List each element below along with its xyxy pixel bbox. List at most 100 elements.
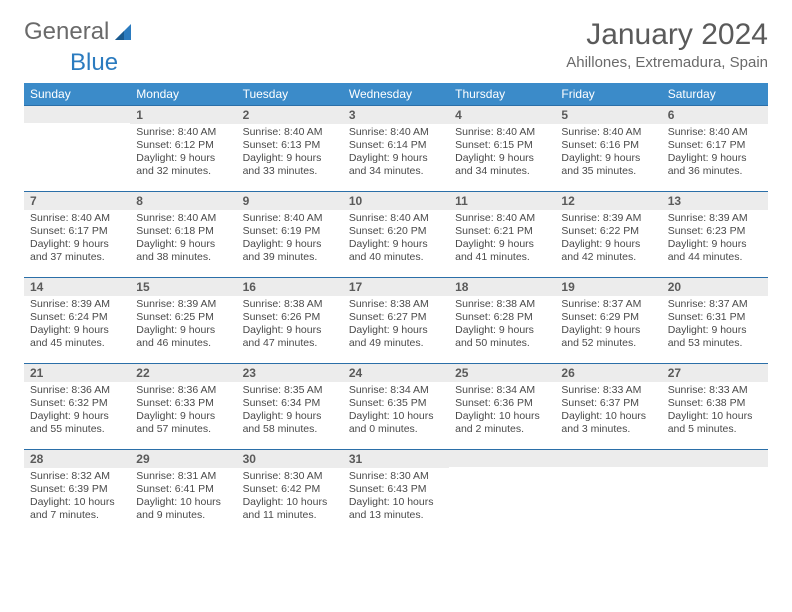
sunrise-line: Sunrise: 8:36 AM: [136, 384, 230, 397]
sunset-line: Sunset: 6:33 PM: [136, 397, 230, 410]
sunset-line: Sunset: 6:17 PM: [668, 139, 762, 152]
daylight-line: Daylight: 10 hours and 2 minutes.: [455, 410, 549, 436]
sunset-line: Sunset: 6:31 PM: [668, 311, 762, 324]
day-number: 8: [130, 191, 236, 210]
sunrise-line: Sunrise: 8:33 AM: [668, 384, 762, 397]
sunset-line: Sunset: 6:13 PM: [243, 139, 337, 152]
sunrise-line: Sunrise: 8:40 AM: [561, 126, 655, 139]
sunrise-line: Sunrise: 8:40 AM: [243, 126, 337, 139]
daylight-line: Daylight: 9 hours and 57 minutes.: [136, 410, 230, 436]
daylight-line: Daylight: 9 hours and 49 minutes.: [349, 324, 443, 350]
header: General January 2024 Ahillones, Extremad…: [24, 18, 768, 71]
sunset-line: Sunset: 6:37 PM: [561, 397, 655, 410]
daylight-line: Daylight: 9 hours and 37 minutes.: [30, 238, 124, 264]
day-number: 7: [24, 191, 130, 210]
calendar-cell: 3Sunrise: 8:40 AMSunset: 6:14 PMDaylight…: [343, 105, 449, 191]
day-content: Sunrise: 8:34 AMSunset: 6:35 PMDaylight:…: [343, 382, 449, 441]
day-number: 10: [343, 191, 449, 210]
calendar-table: Sunday Monday Tuesday Wednesday Thursday…: [24, 83, 768, 535]
calendar-cell: 7Sunrise: 8:40 AMSunset: 6:17 PMDaylight…: [24, 191, 130, 277]
calendar-cell: 12Sunrise: 8:39 AMSunset: 6:22 PMDayligh…: [555, 191, 661, 277]
empty-day-bar: [662, 449, 768, 467]
day-number: 17: [343, 277, 449, 296]
sunset-line: Sunset: 6:16 PM: [561, 139, 655, 152]
sunset-line: Sunset: 6:20 PM: [349, 225, 443, 238]
day-content: Sunrise: 8:35 AMSunset: 6:34 PMDaylight:…: [237, 382, 343, 441]
logo-sail-icon: [113, 22, 135, 42]
day-number: 28: [24, 449, 130, 468]
day-content: Sunrise: 8:40 AMSunset: 6:13 PMDaylight:…: [237, 124, 343, 183]
daylight-line: Daylight: 10 hours and 5 minutes.: [668, 410, 762, 436]
sunset-line: Sunset: 6:39 PM: [30, 483, 124, 496]
weekday-header: Thursday: [449, 83, 555, 105]
day-content: Sunrise: 8:31 AMSunset: 6:41 PMDaylight:…: [130, 468, 236, 527]
daylight-line: Daylight: 10 hours and 7 minutes.: [30, 496, 124, 522]
calendar-row: 7Sunrise: 8:40 AMSunset: 6:17 PMDaylight…: [24, 191, 768, 277]
sunset-line: Sunset: 6:28 PM: [455, 311, 549, 324]
day-number: 24: [343, 363, 449, 382]
day-content: Sunrise: 8:39 AMSunset: 6:25 PMDaylight:…: [130, 296, 236, 355]
empty-day-bar: [449, 449, 555, 467]
day-number: 11: [449, 191, 555, 210]
day-number: 26: [555, 363, 661, 382]
day-content: Sunrise: 8:40 AMSunset: 6:14 PMDaylight:…: [343, 124, 449, 183]
sunset-line: Sunset: 6:29 PM: [561, 311, 655, 324]
daylight-line: Daylight: 9 hours and 46 minutes.: [136, 324, 230, 350]
sunset-line: Sunset: 6:38 PM: [668, 397, 762, 410]
day-number: 27: [662, 363, 768, 382]
empty-day-bar: [24, 105, 130, 123]
sunset-line: Sunset: 6:35 PM: [349, 397, 443, 410]
daylight-line: Daylight: 9 hours and 41 minutes.: [455, 238, 549, 264]
weekday-header: Sunday: [24, 83, 130, 105]
day-content: Sunrise: 8:40 AMSunset: 6:20 PMDaylight:…: [343, 210, 449, 269]
daylight-line: Daylight: 10 hours and 11 minutes.: [243, 496, 337, 522]
calendar-row: 28Sunrise: 8:32 AMSunset: 6:39 PMDayligh…: [24, 449, 768, 535]
calendar-row: 21Sunrise: 8:36 AMSunset: 6:32 PMDayligh…: [24, 363, 768, 449]
calendar-cell: 5Sunrise: 8:40 AMSunset: 6:16 PMDaylight…: [555, 105, 661, 191]
daylight-line: Daylight: 10 hours and 9 minutes.: [136, 496, 230, 522]
day-content: Sunrise: 8:37 AMSunset: 6:31 PMDaylight:…: [662, 296, 768, 355]
sunrise-line: Sunrise: 8:33 AM: [561, 384, 655, 397]
sunset-line: Sunset: 6:32 PM: [30, 397, 124, 410]
sunrise-line: Sunrise: 8:31 AM: [136, 470, 230, 483]
daylight-line: Daylight: 9 hours and 38 minutes.: [136, 238, 230, 264]
day-number: 22: [130, 363, 236, 382]
calendar-cell: 11Sunrise: 8:40 AMSunset: 6:21 PMDayligh…: [449, 191, 555, 277]
day-content: Sunrise: 8:36 AMSunset: 6:32 PMDaylight:…: [24, 382, 130, 441]
day-content: Sunrise: 8:39 AMSunset: 6:23 PMDaylight:…: [662, 210, 768, 269]
calendar-cell: 21Sunrise: 8:36 AMSunset: 6:32 PMDayligh…: [24, 363, 130, 449]
calendar-cell: 23Sunrise: 8:35 AMSunset: 6:34 PMDayligh…: [237, 363, 343, 449]
sunset-line: Sunset: 6:34 PM: [243, 397, 337, 410]
sunrise-line: Sunrise: 8:32 AM: [30, 470, 124, 483]
sunrise-line: Sunrise: 8:38 AM: [455, 298, 549, 311]
day-content: Sunrise: 8:40 AMSunset: 6:12 PMDaylight:…: [130, 124, 236, 183]
calendar-cell: 4Sunrise: 8:40 AMSunset: 6:15 PMDaylight…: [449, 105, 555, 191]
calendar-cell: 25Sunrise: 8:34 AMSunset: 6:36 PMDayligh…: [449, 363, 555, 449]
sunrise-line: Sunrise: 8:39 AM: [136, 298, 230, 311]
daylight-line: Daylight: 10 hours and 3 minutes.: [561, 410, 655, 436]
calendar-cell: 2Sunrise: 8:40 AMSunset: 6:13 PMDaylight…: [237, 105, 343, 191]
sunset-line: Sunset: 6:27 PM: [349, 311, 443, 324]
sunset-line: Sunset: 6:22 PM: [561, 225, 655, 238]
weekday-header: Monday: [130, 83, 236, 105]
day-number: 29: [130, 449, 236, 468]
sunrise-line: Sunrise: 8:40 AM: [136, 126, 230, 139]
calendar-cell: 30Sunrise: 8:30 AMSunset: 6:42 PMDayligh…: [237, 449, 343, 535]
day-number: 6: [662, 105, 768, 124]
sunrise-line: Sunrise: 8:36 AM: [30, 384, 124, 397]
logo: General: [24, 18, 137, 46]
day-content: Sunrise: 8:40 AMSunset: 6:16 PMDaylight:…: [555, 124, 661, 183]
sunset-line: Sunset: 6:23 PM: [668, 225, 762, 238]
day-content: Sunrise: 8:40 AMSunset: 6:15 PMDaylight:…: [449, 124, 555, 183]
day-number: 4: [449, 105, 555, 124]
calendar-cell: 18Sunrise: 8:38 AMSunset: 6:28 PMDayligh…: [449, 277, 555, 363]
day-content: Sunrise: 8:40 AMSunset: 6:19 PMDaylight:…: [237, 210, 343, 269]
day-number: 13: [662, 191, 768, 210]
daylight-line: Daylight: 9 hours and 50 minutes.: [455, 324, 549, 350]
daylight-line: Daylight: 9 hours and 52 minutes.: [561, 324, 655, 350]
sunset-line: Sunset: 6:41 PM: [136, 483, 230, 496]
calendar-cell: 29Sunrise: 8:31 AMSunset: 6:41 PMDayligh…: [130, 449, 236, 535]
calendar-cell: 9Sunrise: 8:40 AMSunset: 6:19 PMDaylight…: [237, 191, 343, 277]
weekday-header: Tuesday: [237, 83, 343, 105]
day-content: Sunrise: 8:32 AMSunset: 6:39 PMDaylight:…: [24, 468, 130, 527]
